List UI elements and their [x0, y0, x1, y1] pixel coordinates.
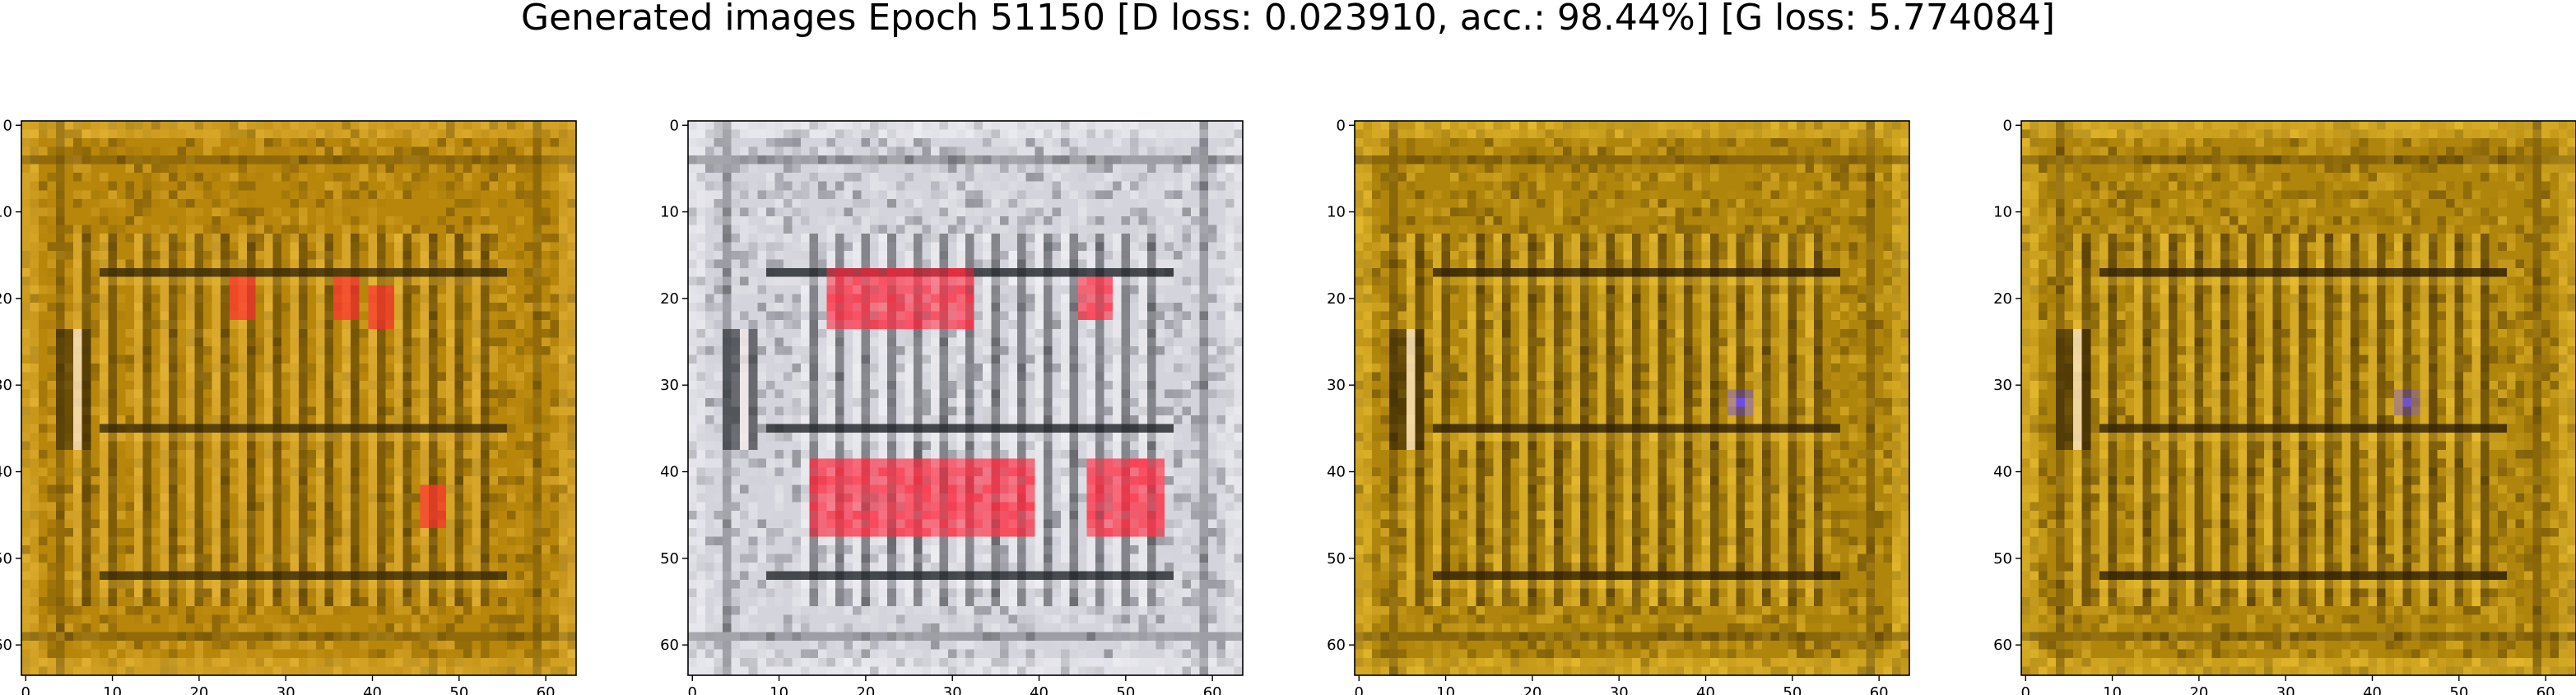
y-tick-label: 20	[0, 290, 12, 308]
x-tick-label: 20	[2189, 684, 2208, 695]
y-tick-label: 10	[0, 204, 12, 221]
y-tick-label: 20	[1327, 290, 1346, 308]
y-tick-label: 40	[1993, 464, 2012, 481]
y-tick-label: 30	[0, 377, 12, 394]
x-tick-label: 0	[21, 684, 30, 695]
x-tick-label: 40	[1696, 684, 1715, 695]
y-tick-label: 40	[660, 464, 679, 481]
x-tick-label: 0	[2021, 684, 2030, 695]
x-tick-label: 10	[770, 684, 788, 695]
y-tick-label: 30	[1327, 377, 1346, 394]
x-tick-label: 10	[2103, 684, 2122, 695]
y-tick-label: 10	[1993, 204, 2012, 221]
y-tick-label: 50	[660, 550, 679, 568]
x-tick-label: 30	[943, 684, 962, 695]
y-tick-label: 10	[1327, 204, 1346, 221]
axes-frame	[21, 120, 577, 676]
figure-title: Generated images Epoch 51150 [D loss: 0.…	[520, 0, 2056, 39]
y-tick-label: 10	[660, 204, 679, 221]
y-tick-label: 40	[0, 464, 12, 481]
x-tick-label: 60	[2536, 684, 2555, 695]
x-tick-label: 30	[277, 684, 295, 695]
x-tick-label: 10	[103, 684, 122, 695]
y-tick-label: 60	[0, 637, 12, 654]
generated-image-3	[1355, 121, 1910, 676]
x-tick-label: 20	[1523, 684, 1541, 695]
y-tick-label: 60	[660, 637, 679, 654]
x-tick-label: 0	[688, 684, 697, 695]
x-tick-label: 20	[856, 684, 875, 695]
y-tick-label: 30	[1993, 377, 2012, 394]
y-tick-label: 0	[1337, 117, 1346, 134]
x-tick-label: 50	[2449, 684, 2468, 695]
x-tick-label: 50	[1116, 684, 1135, 695]
x-tick-label: 40	[2363, 684, 2382, 695]
x-tick-label: 40	[1030, 684, 1049, 695]
generated-image-4	[2021, 121, 2576, 676]
x-tick-label: 60	[537, 684, 556, 695]
image-panel-2: 0 10 20 30 40 50 60 0 10 20 30 40 50 60	[660, 117, 1244, 695]
x-tick-label: 50	[449, 684, 468, 695]
y-tick-label: 0	[670, 117, 679, 134]
generated-image-1	[21, 121, 577, 676]
x-tick-label: 20	[189, 684, 208, 695]
y-tick-label: 50	[0, 550, 12, 568]
axes-frame	[1354, 120, 1910, 676]
y-tick-label: 0	[2003, 117, 2012, 134]
x-tick-label: 30	[2276, 684, 2295, 695]
y-tick-label: 30	[660, 377, 679, 394]
y-tick-label: 20	[1993, 290, 2012, 308]
generated-image-2	[688, 121, 1244, 676]
axes-frame	[2020, 120, 2576, 676]
image-panel-3: 0 10 20 30 40 50 60 0 10 20 30 40 50 60	[1327, 117, 1910, 695]
y-tick-label: 40	[1327, 464, 1346, 481]
x-tick-label: 10	[1436, 684, 1455, 695]
y-tick-label: 60	[1327, 637, 1346, 654]
axes-frame	[687, 120, 1244, 676]
y-tick-label: 60	[1993, 637, 2012, 654]
x-tick-label: 60	[1870, 684, 1889, 695]
x-tick-label: 60	[1203, 684, 1222, 695]
x-tick-label: 40	[363, 684, 382, 695]
y-tick-label: 20	[660, 290, 679, 308]
image-panel-1: 0 10 20 30 40 50 60 0 10 20 30 40 50 60	[0, 117, 577, 695]
y-tick-label: 50	[1327, 550, 1346, 568]
x-tick-label: 50	[1783, 684, 1802, 695]
y-tick-label: 50	[1993, 550, 2012, 568]
y-tick-label: 0	[3, 117, 12, 134]
x-tick-label: 0	[1355, 684, 1364, 695]
x-tick-label: 30	[1610, 684, 1629, 695]
image-panel-4: 0 10 20 30 40 50 60 0 10 20 30 40 50 60	[1993, 117, 2576, 695]
